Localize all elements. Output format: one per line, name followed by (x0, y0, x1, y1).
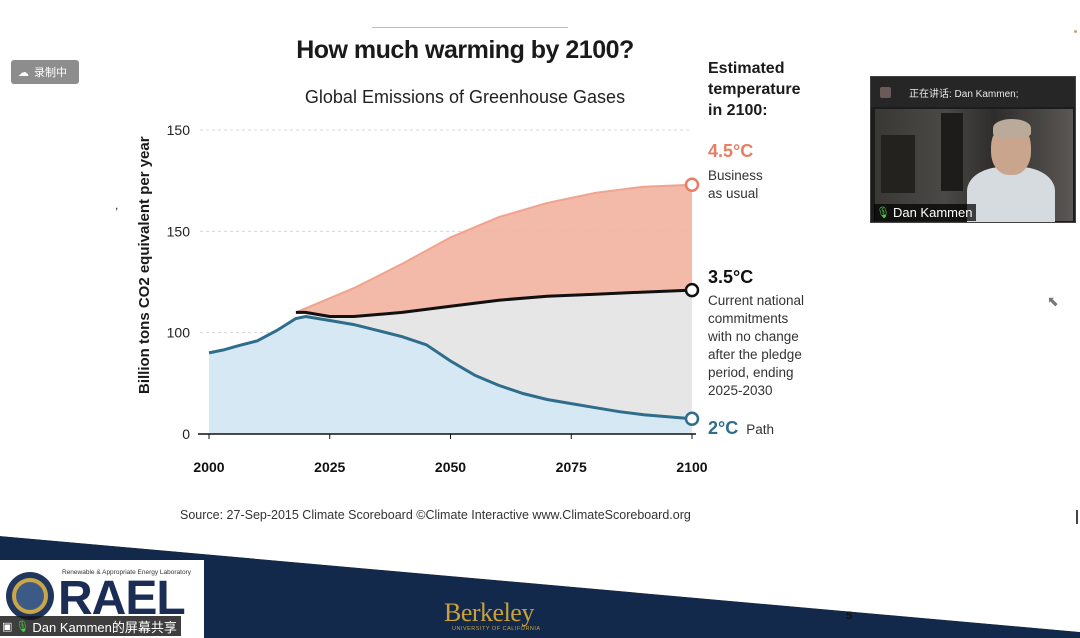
scenario-1-desc: Business as usual (708, 167, 763, 203)
area-4.5c (295, 184, 692, 317)
scenario-2-desc-line: 2025-2030 (708, 383, 773, 398)
x-tick-label: 2050 (435, 459, 466, 475)
line-2c (208, 314, 693, 421)
speaker-name-tag: 🎙 Dan Kammen (874, 204, 977, 221)
y-tick-label: 100 (167, 325, 191, 341)
scenario-2-desc-line: Current national (708, 293, 805, 308)
scenario-1-desc-line: as usual (708, 186, 759, 201)
scenario-2-desc-line: after the pledge (708, 347, 802, 362)
screen-icon: ▣ (2, 620, 13, 633)
y-tick-label: 150 (167, 223, 191, 239)
screen-share-tag[interactable]: ▣ 🎙 Dan Kammen的屏幕共享 (0, 616, 181, 636)
scenario-2-temp: 3.5°C (708, 267, 754, 287)
line-4.5c (295, 183, 693, 314)
x-tick-label: 2100 (676, 459, 707, 475)
end-marker (684, 177, 700, 192)
slide-title: How much warming by 2100? (296, 36, 634, 64)
rael-logo: RAEL (58, 572, 186, 625)
uc-seal-icon (6, 572, 54, 620)
speaker-name: Dan Kammen (892, 205, 973, 220)
scenario-2: 3.5°C Current national commitments with … (708, 267, 804, 400)
edge-mark (1076, 510, 1078, 524)
scenario-1-desc-line: Business (708, 168, 763, 183)
speaking-label: 正在讲话: Dan Kammen; (909, 88, 1019, 100)
scenario-3-desc: Path (746, 422, 774, 437)
speaker-video[interactable]: 正在讲话: Dan Kammen; 🎙 Dan Kammen (870, 76, 1076, 223)
avatar (880, 86, 891, 98)
estimated-temperature-title: Estimated temperature in 2100: (708, 60, 801, 119)
scenario-3: 2°C Path (708, 418, 774, 439)
microphone-icon: 🎙 (15, 620, 30, 633)
mouse-cursor-icon: ⬉ (1047, 293, 1059, 309)
video-feed (875, 109, 1073, 222)
stray-mark: , (115, 198, 119, 212)
emissions-chart: 2000 2025 2050 2075 2100 0 100 150 150 (167, 122, 708, 475)
scenario-2-desc-line: period, ending (708, 365, 794, 380)
scenario-1: 4.5°C Business as usual (708, 141, 763, 203)
lab-name: Renewable & Appropriate Energy Laborator… (62, 569, 191, 576)
speaker-header: 正在讲话: Dan Kammen; (871, 77, 1075, 107)
recording-badge[interactable]: ☁ 录制中 (11, 60, 79, 84)
scenario-2-desc-line: with no change (708, 329, 799, 344)
dot (1074, 30, 1077, 33)
speaker-hair (993, 119, 1031, 137)
scenario-3-temp: 2°C (708, 418, 739, 438)
page-number: 5 (846, 610, 853, 622)
berkeley-logo: Berkeley (444, 598, 534, 627)
screen-share-label: Dan Kammen的屏幕共享 (32, 619, 177, 635)
cloud-icon: ☁ (18, 66, 29, 79)
scenario-2-desc: Current national commitments with no cha… (708, 292, 804, 400)
source-note: Source: 27-Sep-2015 Climate Scoreboard ©… (180, 508, 691, 522)
video-door (941, 113, 963, 191)
line-3.5c (295, 288, 693, 318)
scenario-1-temp: 4.5°C (708, 141, 754, 161)
end-marker (684, 282, 700, 298)
recording-label: 录制中 (34, 67, 67, 79)
end-marker (684, 411, 700, 427)
y-tick-label: 0 (182, 426, 190, 442)
x-tick-label: 2025 (314, 459, 345, 475)
berkeley-subtitle: UNIVERSITY OF CALIFORNIA (452, 626, 541, 632)
x-tick-label: 2075 (556, 459, 587, 475)
video-shelf (881, 135, 915, 193)
x-tick-label: 2000 (193, 459, 224, 475)
scenario-2-desc-line: commitments (708, 311, 789, 326)
speaker-body (967, 167, 1055, 222)
divider (372, 27, 568, 28)
microphone-icon: 🎙 (876, 207, 890, 219)
area-3.5c (305, 290, 692, 419)
y-tick-label: 150 (167, 122, 191, 138)
slide-subtitle: Global Emissions of Greenhouse Gases (304, 87, 626, 107)
footer-navy (0, 536, 1080, 638)
